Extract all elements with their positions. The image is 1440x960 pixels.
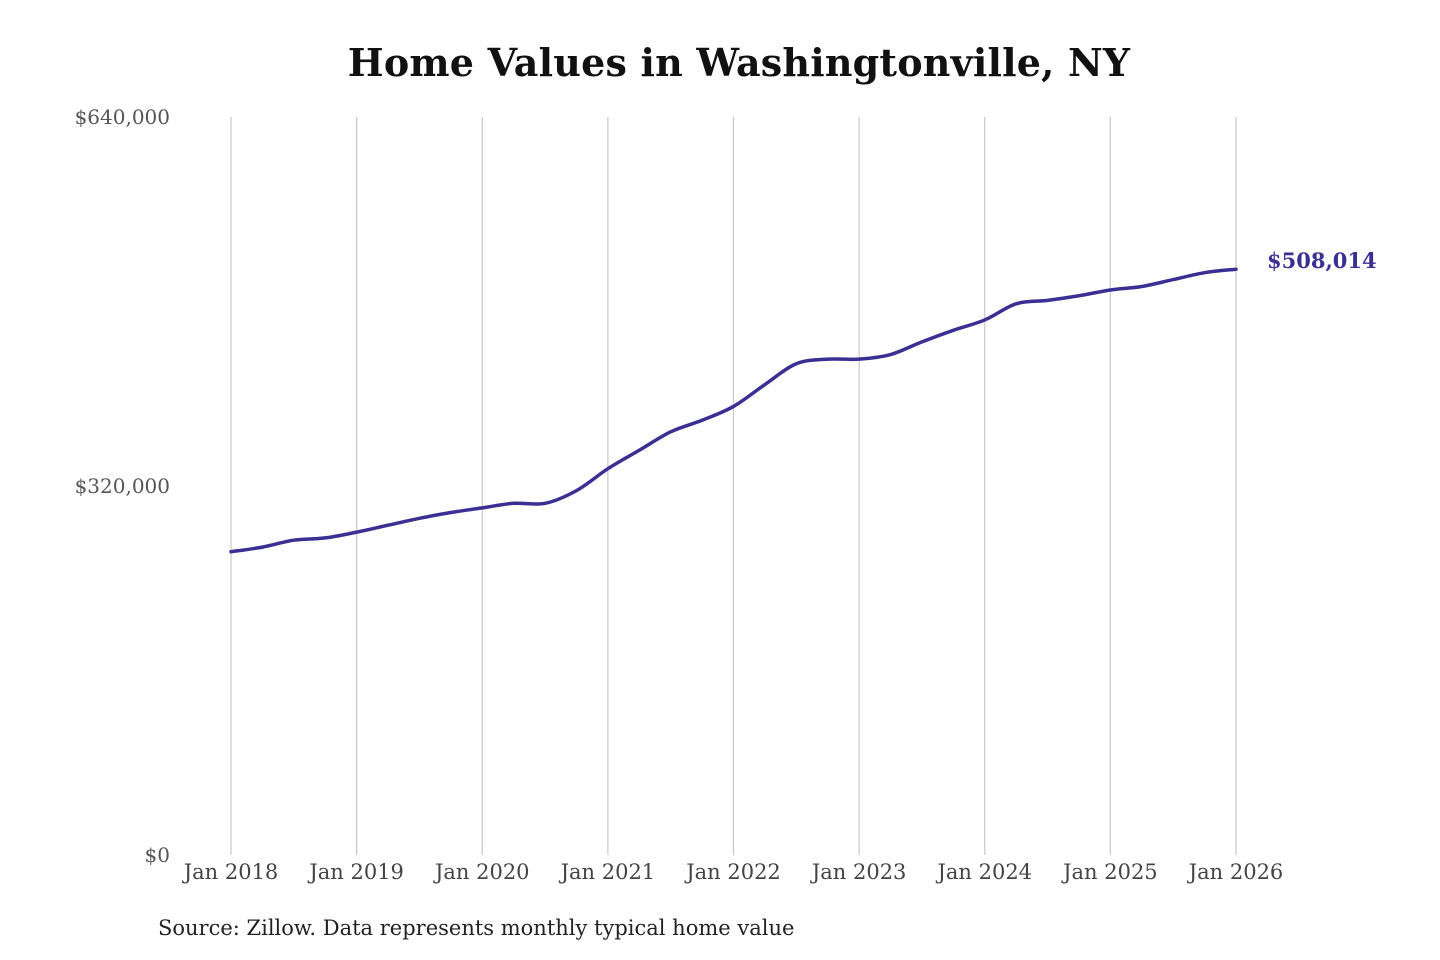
x-tick-label: Jan 2020: [433, 860, 530, 884]
end-value-label: $508,014: [1267, 248, 1377, 273]
x-tick-label: Jan 2023: [810, 860, 907, 884]
x-axis: Jan 2018 Jan 2019 Jan 2020 Jan 2021 Jan 2022…: [182, 860, 1284, 884]
x-tick-label: Jan 2018: [182, 860, 279, 884]
chart-title: Home Values in Washingtonville, NY: [347, 40, 1131, 85]
x-tick-label: Jan 2026: [1187, 860, 1284, 884]
source-note: Source: Zillow. Data represents monthly …: [158, 916, 795, 940]
y-axis: $0 $320,000 $640,000: [75, 105, 170, 867]
x-tick-label: Jan 2024: [935, 860, 1032, 884]
x-tick-label: Jan 2019: [307, 860, 404, 884]
gridlines: [230, 117, 1237, 855]
x-tick-label: Jan 2022: [684, 860, 781, 884]
series-layer: [229, 267, 1238, 554]
label-layer: $508,014: [1267, 248, 1377, 273]
x-tick-label: Jan 2025: [1061, 860, 1158, 884]
y-tick-label: $640,000: [75, 105, 170, 129]
home-value-line: [229, 267, 1238, 554]
y-tick-label: $0: [145, 843, 170, 867]
x-tick-label: Jan 2021: [559, 860, 656, 884]
y-tick-label: $320,000: [75, 474, 170, 498]
